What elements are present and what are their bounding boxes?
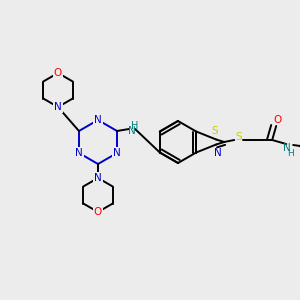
Text: N: N — [128, 126, 136, 136]
Text: H: H — [287, 149, 294, 158]
Text: N: N — [214, 148, 222, 158]
Text: O: O — [54, 68, 62, 78]
Text: N: N — [75, 148, 83, 158]
Text: O: O — [273, 115, 281, 125]
Text: H: H — [131, 121, 139, 131]
Text: N: N — [283, 143, 291, 153]
Text: S: S — [236, 132, 242, 142]
Text: S: S — [212, 127, 218, 136]
Text: O: O — [94, 207, 102, 217]
Text: N: N — [94, 173, 102, 183]
Text: N: N — [94, 115, 102, 125]
Text: N: N — [113, 148, 121, 158]
Text: N: N — [54, 102, 62, 112]
